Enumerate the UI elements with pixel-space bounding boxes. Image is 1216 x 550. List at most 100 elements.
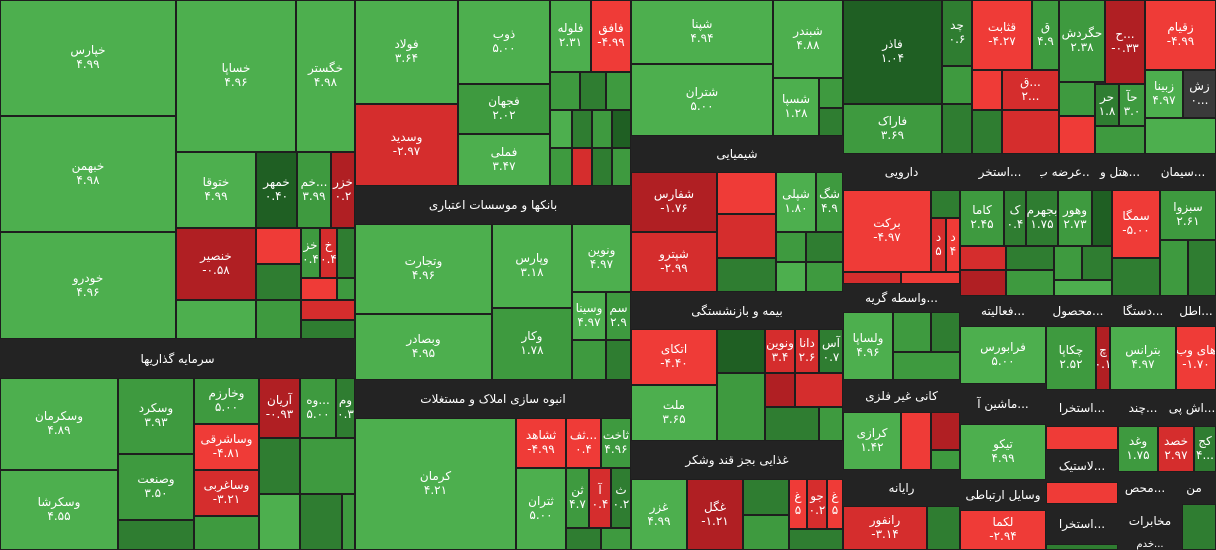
treemap-tile[interactable]: خمهر ۰.۴۰ bbox=[256, 152, 297, 228]
sector-header[interactable]: محصول... bbox=[1046, 296, 1110, 326]
treemap-tile[interactable]: کج ۴... bbox=[1194, 426, 1216, 472]
treemap-tile[interactable] bbox=[301, 278, 337, 300]
treemap-tile[interactable]: وصنعت ۳.۵۰ bbox=[118, 454, 194, 520]
treemap-tile[interactable]: فافق -۴.۹۹ bbox=[591, 0, 631, 72]
treemap-tile[interactable] bbox=[717, 172, 776, 214]
treemap-tile[interactable] bbox=[1095, 126, 1145, 154]
sector-header[interactable]: رایانه bbox=[843, 470, 960, 506]
treemap-tile[interactable]: ونوین ۴.۹۷ bbox=[572, 224, 631, 292]
treemap-tile[interactable]: حر ۱.۸ bbox=[1095, 84, 1119, 126]
treemap-tile[interactable] bbox=[259, 438, 300, 494]
treemap-tile[interactable]: خ ۰.۴ bbox=[320, 228, 337, 278]
treemap-tile[interactable] bbox=[256, 228, 301, 264]
treemap-tile[interactable]: وساغربی -۳.۲۱ bbox=[194, 470, 259, 516]
treemap-tile[interactable]: کرمان ۴.۲۱ bbox=[355, 418, 516, 550]
treemap-tile[interactable] bbox=[606, 72, 631, 110]
sector-header[interactable]: بانکها و موسسات اعتباری bbox=[355, 186, 631, 224]
treemap-tile[interactable] bbox=[1182, 504, 1216, 550]
treemap-tile[interactable] bbox=[931, 412, 960, 450]
treemap-tile[interactable] bbox=[592, 110, 612, 148]
treemap-tile[interactable] bbox=[819, 108, 843, 136]
treemap-tile[interactable]: غگل -۱.۲۱ bbox=[687, 479, 743, 550]
treemap-tile[interactable]: ذوب ۵.۰۰ bbox=[458, 0, 550, 84]
treemap-tile[interactable]: شتران ۵.۰۰ bbox=[631, 64, 773, 136]
treemap-tile[interactable]: چ۰.۱ bbox=[1096, 326, 1110, 390]
sector-header[interactable]: خدم... bbox=[1118, 538, 1182, 550]
treemap-tile[interactable]: ک ۰.۴ bbox=[1004, 190, 1026, 246]
sector-header[interactable]: وسایل ارتباطی bbox=[960, 480, 1046, 510]
treemap-tile[interactable] bbox=[789, 529, 843, 550]
treemap-tile[interactable]: ق... ۲... bbox=[1002, 70, 1059, 110]
treemap-tile[interactable] bbox=[1046, 426, 1118, 450]
treemap-tile[interactable] bbox=[960, 246, 1006, 270]
treemap-tile[interactable]: وسکرمان ۴.۸۹ bbox=[0, 378, 118, 470]
treemap-tile[interactable] bbox=[927, 506, 960, 550]
treemap-tile[interactable] bbox=[550, 72, 580, 110]
treemap-tile[interactable] bbox=[1145, 118, 1216, 154]
treemap-tile[interactable]: چکاپا ۲.۵۲ bbox=[1046, 326, 1096, 390]
treemap-tile[interactable] bbox=[1160, 240, 1188, 296]
treemap-tile[interactable]: وسینا ۴.۹۷ bbox=[572, 292, 606, 340]
treemap-tile[interactable]: خزر ۰.۲ bbox=[331, 152, 355, 228]
treemap-tile[interactable] bbox=[572, 340, 606, 380]
treemap-tile[interactable]: سمگا -۵.۰۰ bbox=[1112, 190, 1160, 258]
treemap-tile[interactable]: سم ۲.۹ bbox=[606, 292, 631, 340]
treemap-tile[interactable]: ثتران ۵.۰۰ bbox=[516, 468, 566, 550]
treemap-tile[interactable] bbox=[194, 516, 259, 550]
treemap-tile[interactable] bbox=[342, 494, 355, 550]
treemap-tile[interactable]: زش ۰... bbox=[1183, 70, 1216, 118]
sector-header[interactable]: عرضه ب... bbox=[1040, 154, 1090, 190]
treemap-tile[interactable] bbox=[337, 278, 355, 300]
treemap-tile[interactable] bbox=[612, 110, 631, 148]
treemap-tile[interactable]: چد ۰.۶ bbox=[942, 0, 972, 66]
treemap-tile[interactable] bbox=[776, 232, 806, 262]
treemap-tile[interactable]: وسکرد ۳.۹۳ bbox=[118, 378, 194, 454]
treemap-tile[interactable]: وسکرشا ۴.۵۵ bbox=[0, 470, 118, 550]
treemap-tile[interactable]: حآ ۳.۰ bbox=[1119, 84, 1145, 126]
treemap-tile[interactable]: آریان -۰.۹۳ bbox=[259, 378, 300, 438]
treemap-tile[interactable]: های وب -۱.۷۰ bbox=[1176, 326, 1216, 390]
sector-header[interactable]: انبوه سازی املاک و مستغلات bbox=[355, 380, 631, 418]
sector-header[interactable]: شیمیایی bbox=[631, 136, 843, 172]
treemap-tile[interactable] bbox=[717, 373, 765, 441]
treemap-tile[interactable]: فولاد ۳.۶۴ bbox=[355, 0, 458, 104]
treemap-tile[interactable] bbox=[1006, 270, 1054, 296]
treemap-tile[interactable] bbox=[776, 262, 806, 292]
treemap-tile[interactable]: وه... ۵.۰۰ bbox=[300, 378, 336, 438]
treemap-tile[interactable] bbox=[717, 214, 776, 258]
sector-header[interactable]: استخرا... bbox=[1046, 390, 1118, 426]
treemap-tile[interactable] bbox=[601, 528, 631, 550]
treemap-tile[interactable]: وپارس ۳.۱۸ bbox=[492, 224, 572, 308]
sector-header[interactable]: واسطه گریه... bbox=[843, 284, 960, 312]
treemap-tile[interactable] bbox=[256, 264, 301, 300]
treemap-tile[interactable]: خپارس ۴.۹۹ bbox=[0, 0, 176, 116]
treemap-tile[interactable]: ملت ۳.۶۵ bbox=[631, 385, 717, 441]
treemap-tile[interactable]: خبهمن ۴.۹۸ bbox=[0, 116, 176, 232]
treemap-tile[interactable] bbox=[176, 300, 256, 339]
treemap-tile[interactable] bbox=[572, 148, 592, 186]
treemap-tile[interactable]: شگ ۴.۹ bbox=[816, 172, 843, 232]
treemap-tile[interactable] bbox=[1092, 190, 1112, 246]
treemap-tile[interactable]: زبینا ۴.۹۷ bbox=[1145, 70, 1183, 118]
sector-header[interactable]: اش پی... bbox=[1168, 390, 1216, 426]
treemap-tile[interactable] bbox=[960, 270, 1006, 296]
treemap-tile[interactable]: حگردش ۲.۳۸ bbox=[1059, 0, 1105, 82]
sector-header[interactable]: محص... bbox=[1118, 472, 1172, 504]
treemap-tile[interactable] bbox=[550, 148, 572, 186]
treemap-tile[interactable] bbox=[1112, 258, 1160, 296]
treemap-tile[interactable] bbox=[1006, 246, 1054, 270]
treemap-tile[interactable] bbox=[1059, 116, 1095, 154]
sector-header[interactable]: بیمه و بازنشستگی bbox=[631, 292, 843, 329]
treemap-tile[interactable]: ثف... ۰.۴ bbox=[566, 418, 601, 468]
treemap-tile[interactable] bbox=[118, 520, 194, 550]
treemap-tile[interactable]: خم... ۳.۹۹ bbox=[297, 152, 331, 228]
treemap-tile[interactable] bbox=[743, 479, 789, 515]
treemap-tile[interactable]: خز ۰.۴ bbox=[301, 228, 320, 278]
treemap-tile[interactable]: وساشرقی -۴.۸۱ bbox=[194, 424, 259, 470]
treemap-tile[interactable]: خصد ۲.۹۷ bbox=[1158, 426, 1194, 472]
treemap-tile[interactable]: آ ۰.۴ bbox=[589, 468, 611, 528]
treemap-tile[interactable] bbox=[942, 104, 972, 154]
treemap-tile[interactable]: خساپا ۴.۹۶ bbox=[176, 0, 296, 152]
treemap-tile[interactable]: ق ۴.۹ bbox=[1032, 0, 1059, 70]
